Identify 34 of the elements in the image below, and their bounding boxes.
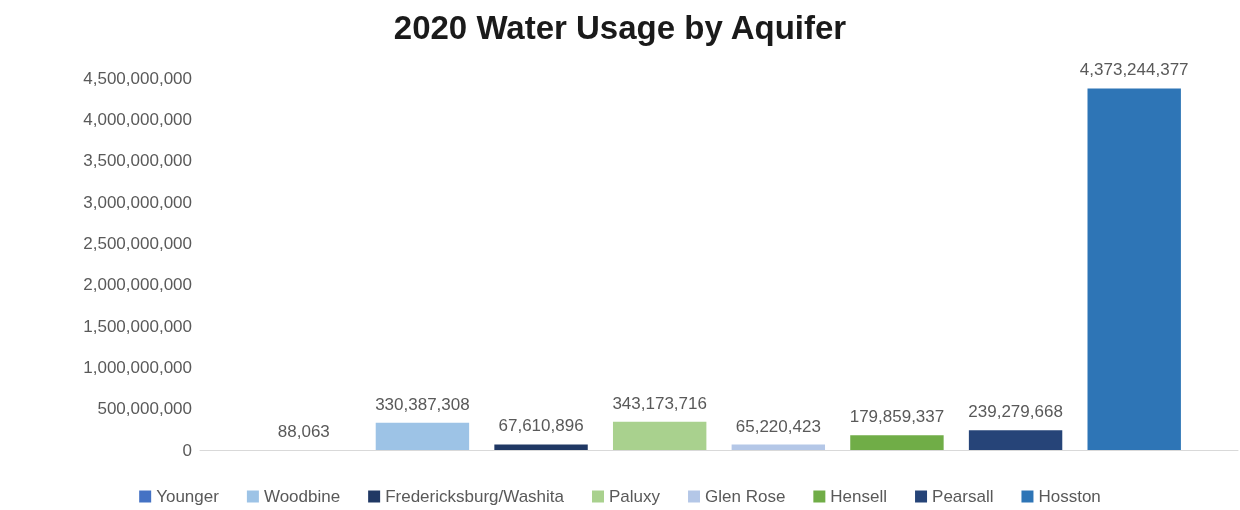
legend-label: Woodbine [263, 487, 341, 506]
bar [375, 422, 470, 450]
bar [494, 444, 588, 450]
data-label: 343,173,716 [612, 393, 707, 413]
y-tick-label: 500,000,000 [97, 399, 192, 419]
legend-label: Glen Rose [705, 487, 786, 506]
bar [850, 435, 944, 450]
data-label: 4,373,244,377 [1079, 60, 1189, 80]
y-tick-label: 2,000,000,000 [83, 275, 192, 295]
legend-label: Hosston [1038, 487, 1101, 506]
y-tick-label: 0 [182, 440, 192, 460]
legend-label: Younger [156, 487, 220, 506]
data-label: 88,063 [277, 421, 330, 441]
y-tick-label: 2,500,000,000 [83, 233, 192, 253]
data-label: 239,279,668 [968, 402, 1063, 422]
data-label: 330,387,308 [375, 394, 470, 414]
data-label: 65,220,423 [735, 416, 821, 436]
data-label: 67,610,896 [498, 416, 584, 436]
y-tick-label: 4,000,000,000 [83, 109, 192, 129]
bar [612, 421, 707, 450]
y-tick-label: 1,000,000,000 [83, 357, 192, 377]
data-label: 179,859,337 [849, 407, 945, 427]
legend-label: Fredericksburg/Washita [385, 487, 565, 506]
chart-title: 2020 Water Usage by Aquifer [393, 9, 847, 46]
y-tick-label: 3,000,000,000 [83, 192, 192, 212]
y-tick-label: 1,500,000,000 [83, 316, 192, 336]
legend-label: Hensell [830, 487, 888, 506]
bar [731, 444, 826, 450]
legend-label: Paluxy [609, 487, 661, 506]
y-tick-label: 3,500,000,000 [83, 151, 192, 171]
bar [968, 430, 1063, 450]
y-tick-label: 4,500,000,000 [83, 68, 192, 88]
bar [1087, 88, 1181, 450]
legend-label: Pearsall [932, 487, 994, 506]
